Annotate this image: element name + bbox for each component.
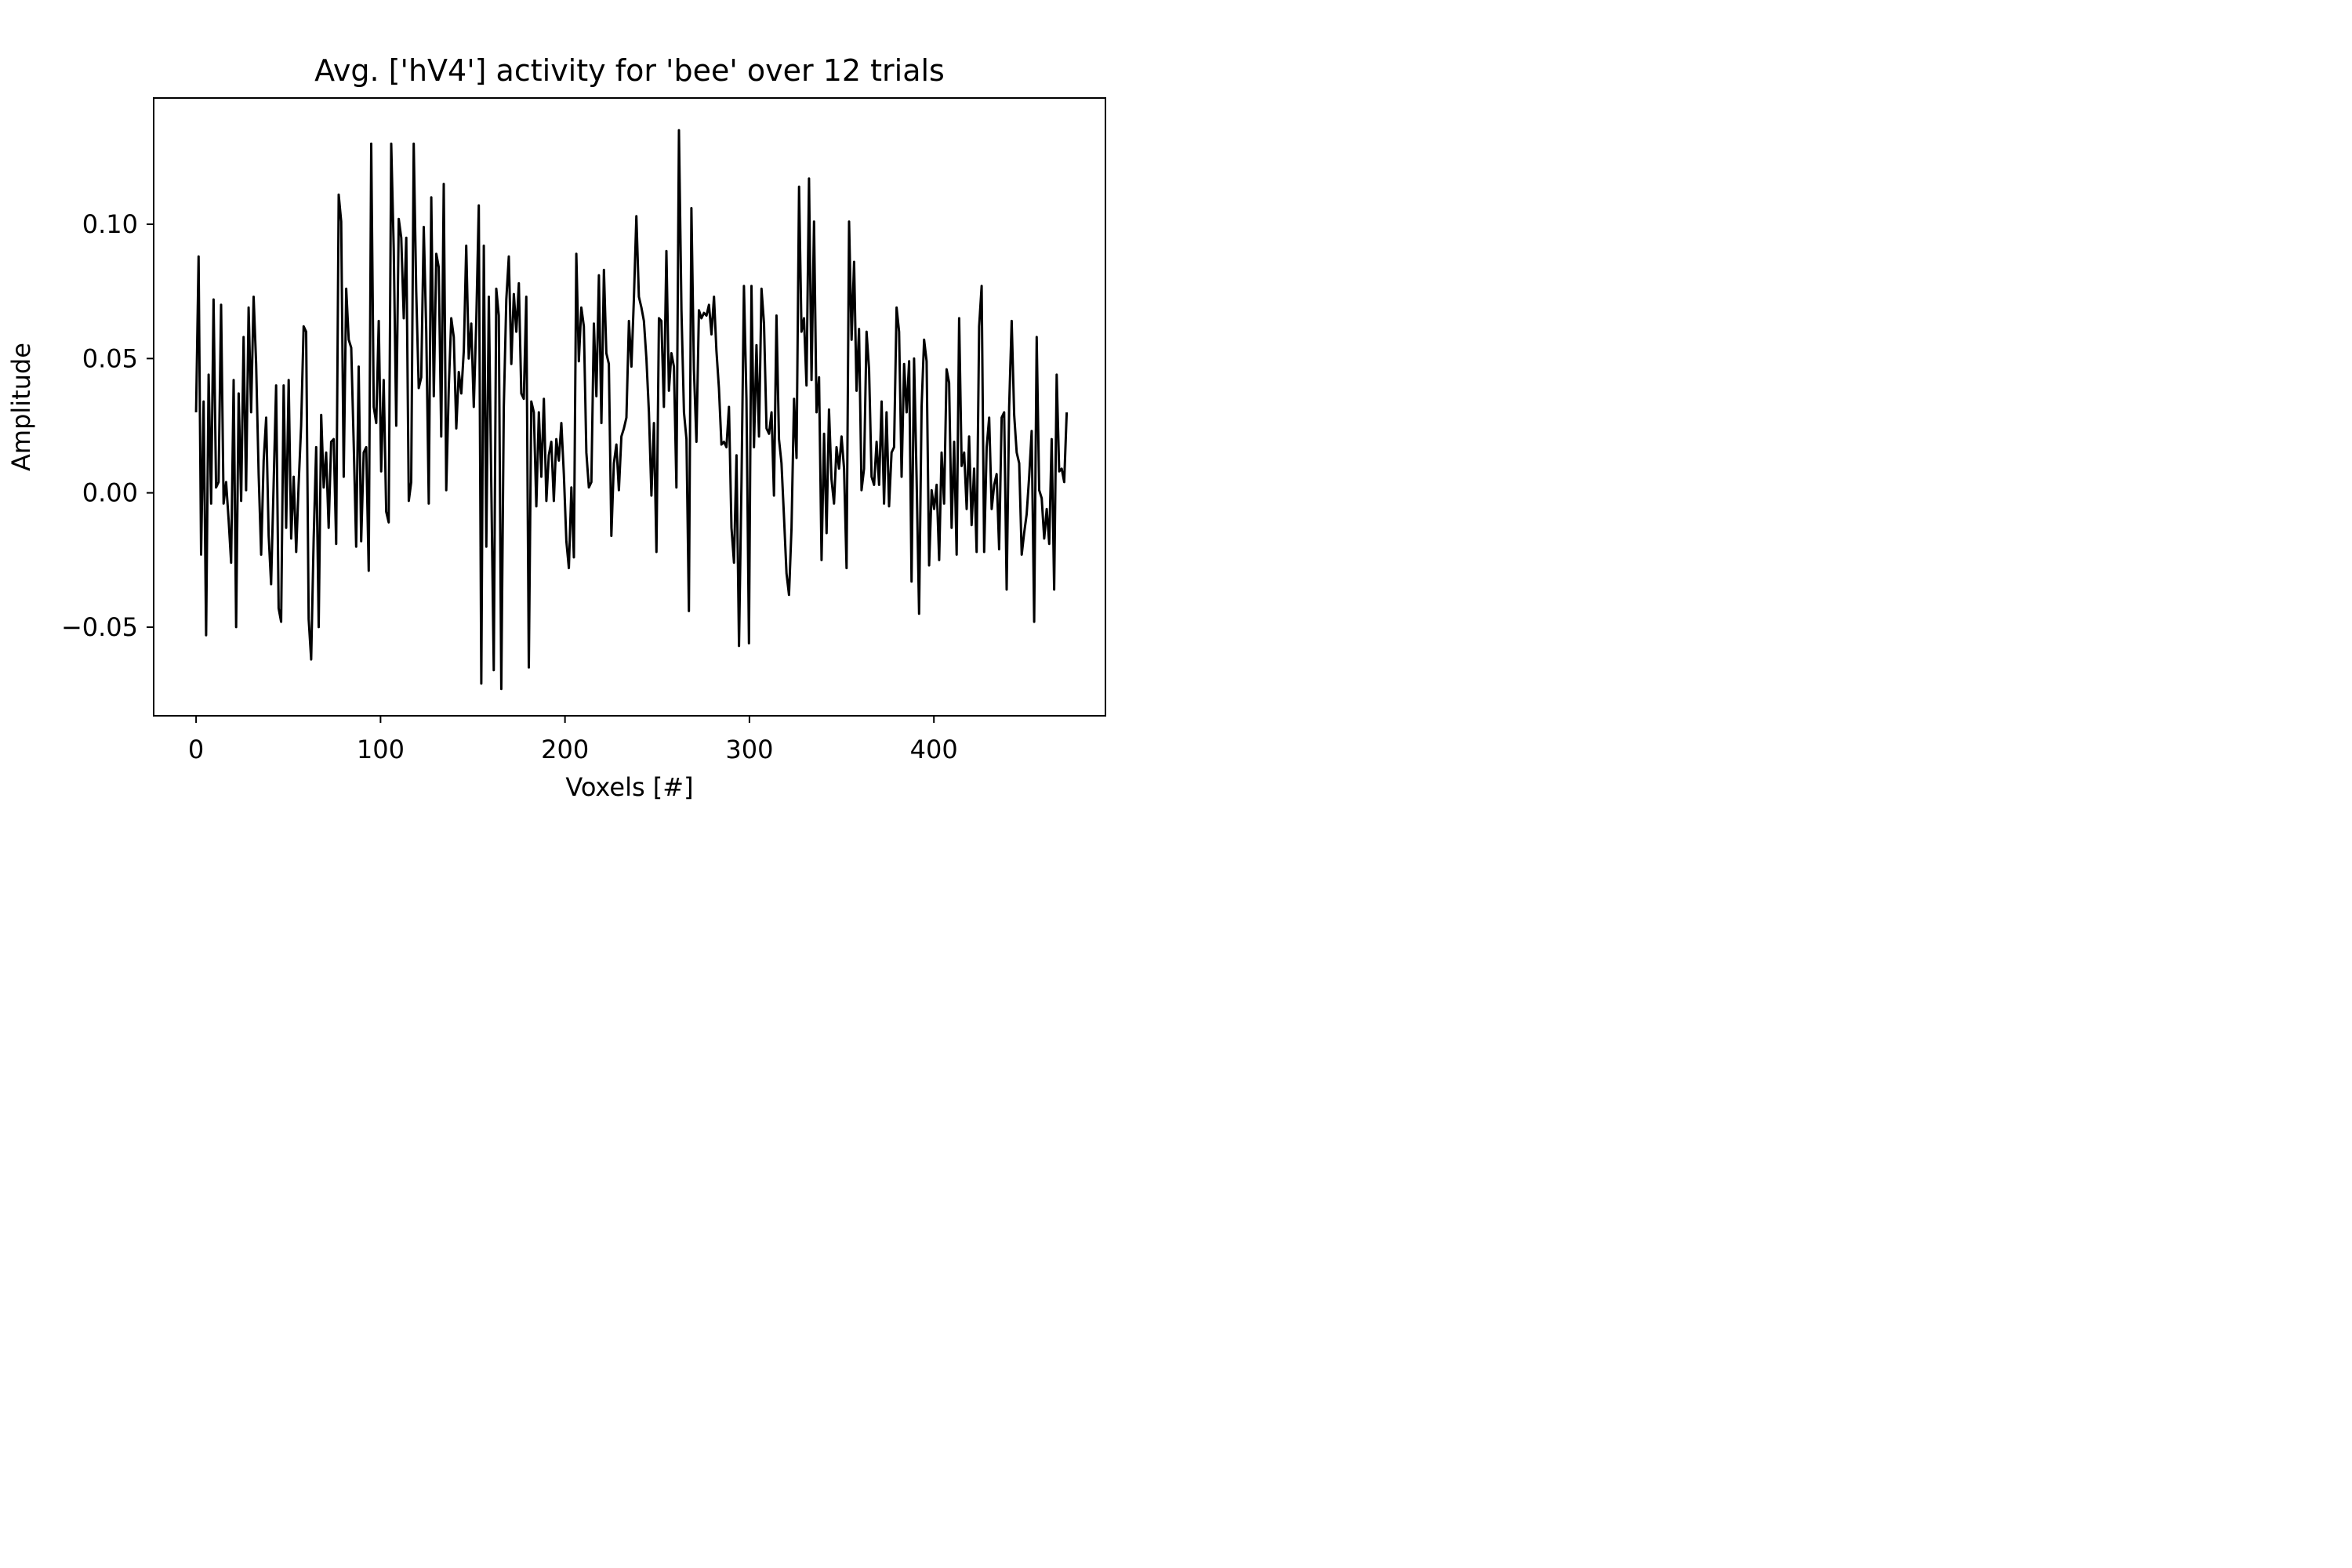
x-tick-label: 200 [541,735,589,764]
x-axis-title: Voxels [#] [565,772,693,802]
chart-background [0,0,1211,812]
x-tick-label: 0 [188,735,204,764]
x-axis-ticks: 0 100 200 300 400 [188,716,958,764]
y-axis-ticks: −0.05 0.00 0.05 0.10 [61,209,154,642]
plot-area-frame [153,97,1106,717]
y-tick-label: 0.05 [82,343,138,373]
x-tick-label: 400 [910,735,958,764]
y-tick-label: −0.05 [61,612,138,642]
y-axis-title: Amplitude [6,343,36,471]
x-tick-label: 300 [725,735,773,764]
series-line [194,129,1069,691]
x-tick-label: 100 [357,735,405,764]
y-tick-label: 0.00 [82,478,138,508]
chart-title: Avg. ['hV4'] activity for 'bee' over 12 … [314,53,945,88]
line-chart: Avg. ['hV4'] activity for 'bee' over 12 … [0,0,1211,812]
y-tick-label: 0.10 [82,209,138,239]
